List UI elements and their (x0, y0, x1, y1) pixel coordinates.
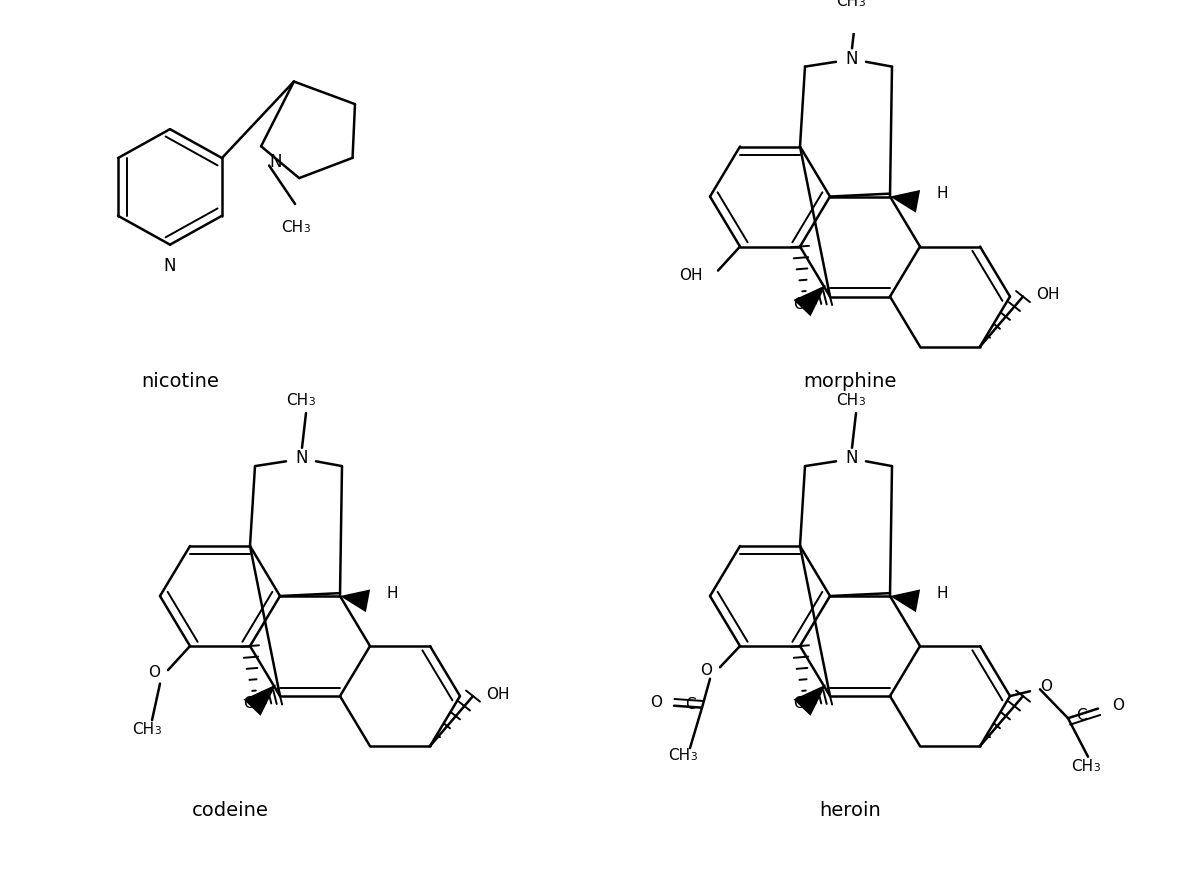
Text: CH: CH (836, 0, 858, 9)
Text: O: O (1040, 679, 1052, 694)
Text: $_3$: $_3$ (858, 393, 866, 408)
Text: $_3$: $_3$ (1093, 759, 1102, 774)
Text: H: H (936, 585, 948, 601)
Text: $_3$: $_3$ (858, 0, 866, 9)
Text: CH: CH (1070, 759, 1093, 774)
Polygon shape (890, 590, 920, 612)
Polygon shape (793, 685, 826, 715)
Text: N: N (295, 450, 308, 467)
Text: N: N (163, 257, 176, 275)
Text: O: O (148, 665, 160, 680)
Text: CH: CH (668, 748, 690, 763)
Text: H: H (936, 187, 948, 202)
Text: $_3$: $_3$ (690, 748, 698, 763)
Polygon shape (890, 190, 920, 213)
Text: O: O (1112, 698, 1124, 713)
Text: H: H (386, 585, 397, 601)
Text: C: C (1076, 708, 1087, 722)
Text: O: O (242, 696, 254, 711)
Text: CH: CH (281, 220, 304, 235)
Polygon shape (244, 685, 276, 715)
Text: CH: CH (132, 722, 154, 737)
Text: O: O (650, 695, 662, 710)
Text: $_3$: $_3$ (308, 393, 316, 408)
Text: O: O (793, 297, 805, 312)
Text: $_3$: $_3$ (154, 722, 162, 737)
Text: C: C (685, 697, 696, 712)
Text: O: O (793, 696, 805, 711)
Text: N: N (846, 50, 858, 68)
Text: CH: CH (836, 393, 858, 408)
Text: nicotine: nicotine (142, 372, 218, 391)
Text: CH: CH (286, 393, 308, 408)
Text: codeine: codeine (192, 801, 269, 820)
Text: OH: OH (679, 268, 703, 283)
Text: heroin: heroin (820, 801, 881, 820)
Polygon shape (793, 285, 826, 316)
Text: N: N (269, 153, 282, 171)
Text: OH: OH (1036, 287, 1060, 302)
Polygon shape (340, 590, 370, 612)
Text: O: O (700, 663, 712, 678)
Text: OH: OH (486, 686, 510, 701)
Text: N: N (846, 450, 858, 467)
Text: morphine: morphine (803, 372, 896, 391)
Text: $_3$: $_3$ (304, 220, 311, 235)
